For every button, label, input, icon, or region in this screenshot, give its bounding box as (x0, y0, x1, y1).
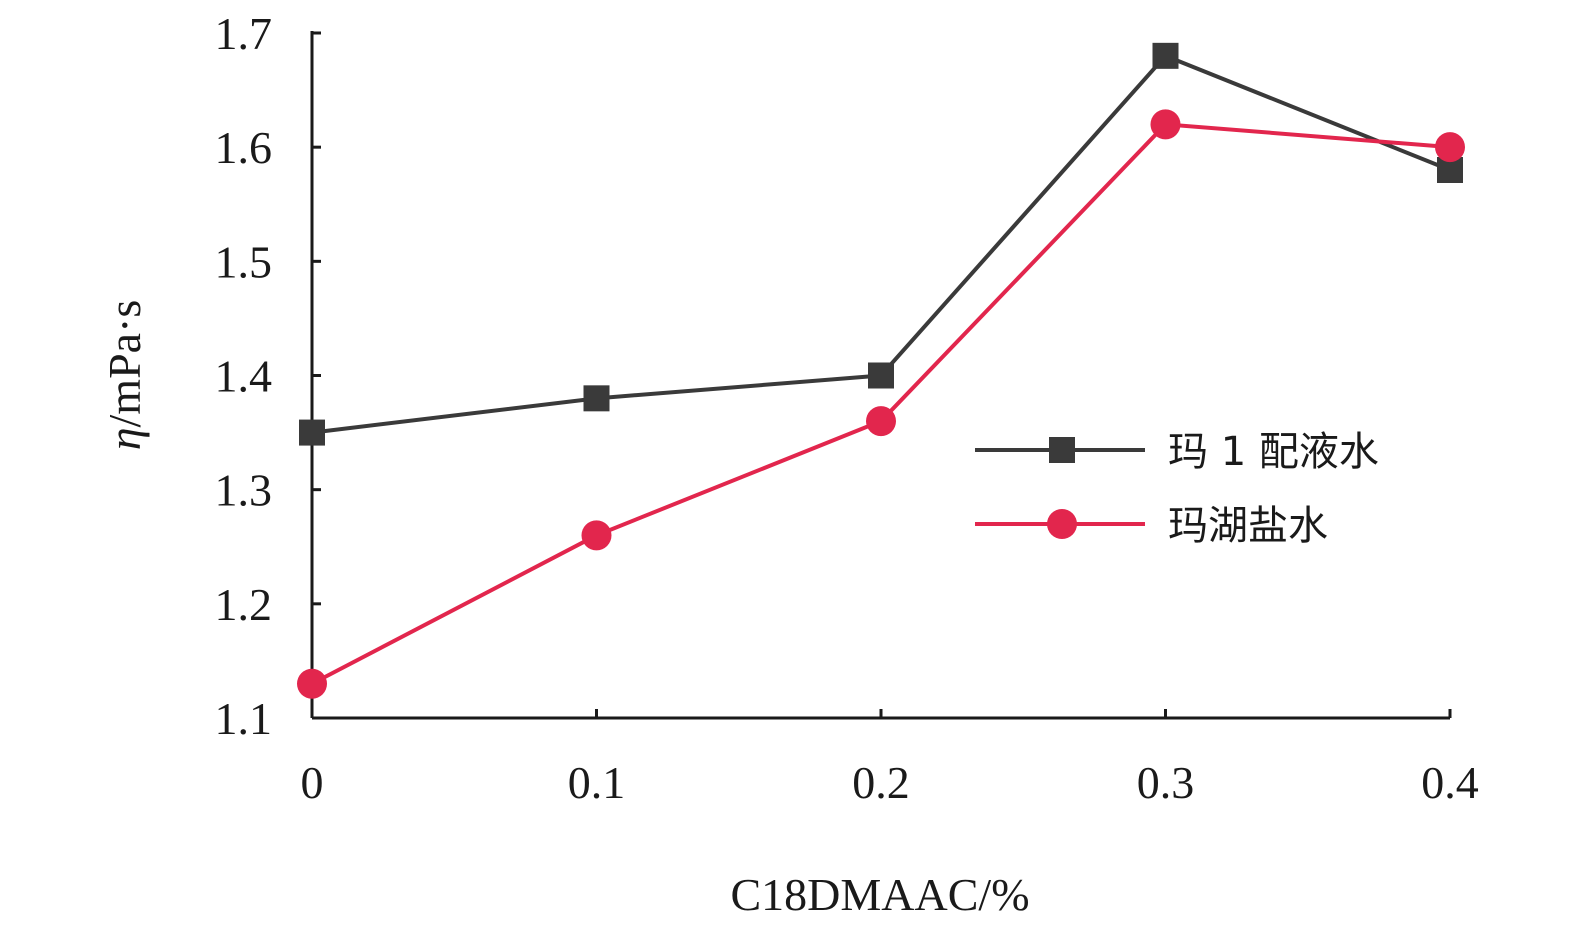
legend-marker-1 (1047, 509, 1077, 539)
svg-text:η/mPa·s: η/mPa·s (99, 300, 150, 451)
series-1-point (581, 520, 612, 551)
x-tick-label: 0.4 (1421, 757, 1479, 808)
y-tick-label: 1.7 (215, 8, 273, 59)
series-0-point (868, 362, 894, 389)
series-line-1 (311, 122, 1451, 686)
y-tick-label: 1.6 (215, 122, 273, 173)
series-1-point (866, 406, 896, 437)
series-1-point (1150, 109, 1181, 140)
series-1-point (297, 668, 327, 699)
legend-label-1: 玛湖盐水 (1168, 503, 1328, 549)
legend-label-0: 玛 1 配液水 (1168, 429, 1379, 475)
series-0-point (583, 385, 610, 412)
series-0-point (299, 419, 325, 446)
x-tick-label: 0.2 (852, 757, 910, 808)
y-tick-label: 1.1 (215, 693, 273, 744)
y-tick-label: 1.4 (215, 351, 273, 402)
y-axis-unit: /mPa·s (99, 300, 150, 428)
y-tick-label: 1.2 (215, 579, 273, 630)
plot-area: 1.1 1.2 1.3 1.4 1.5 1.6 1.7 0 0.1 0.2 0.3 0.4 (215, 8, 1479, 808)
x-tick-label: 0.3 (1137, 757, 1195, 808)
y-axis-symbol: η (99, 427, 150, 450)
x-tick-label: 0 (301, 757, 324, 808)
legend-marker-0 (1049, 437, 1075, 463)
series-0-point (1152, 42, 1179, 69)
y-axis-title: η/mPa·s (99, 300, 150, 451)
y-tick-label: 1.5 (215, 236, 273, 287)
x-tick-label: 0.1 (568, 757, 626, 808)
x-axis-title: C18DMAAC/% (730, 869, 1029, 920)
y-tick-label: 1.3 (215, 465, 273, 516)
series-1-point (1435, 132, 1465, 163)
